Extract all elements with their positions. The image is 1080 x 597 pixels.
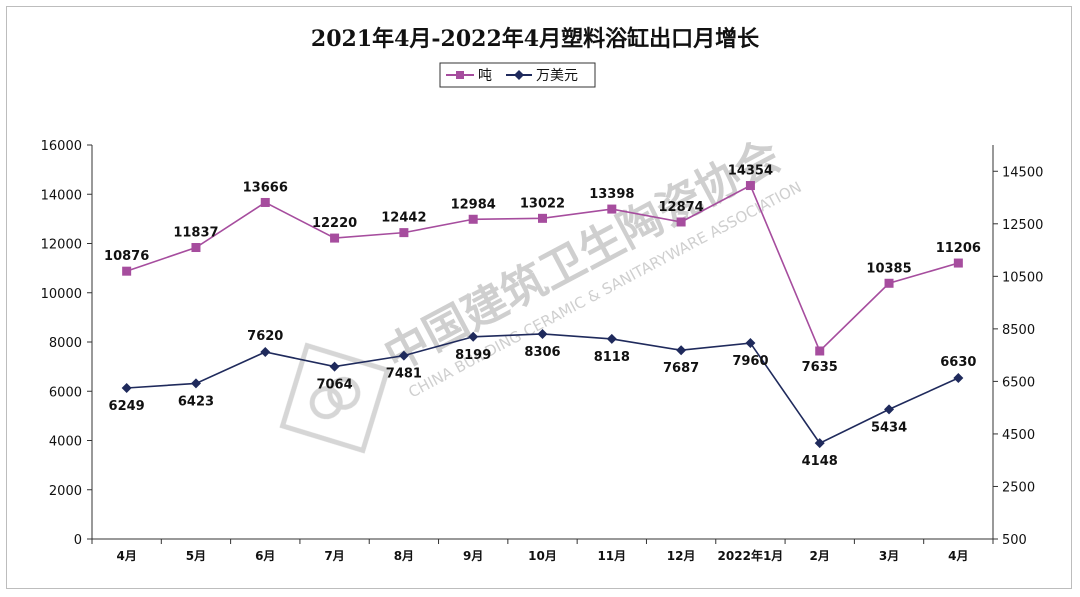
watermark: 中国建筑卫生陶瓷协会 CHINA BUILDING CERAMIC & SANI… [279,130,805,454]
chart-frame [6,6,1072,589]
data-label-usd: 7620 [247,329,283,344]
point-tons [122,266,132,276]
legend-marker-usd [514,70,524,80]
y-right-tick-label: 2500 [1002,480,1035,495]
point-usd [606,333,617,344]
watermark-logo-ring-right [327,376,361,410]
watermark-logo-ring-left [309,386,343,420]
point-tons [330,233,340,243]
point-tons [815,346,825,356]
data-label-usd: 7064 [316,378,352,393]
axes: 0 2000 4000 6000 8000 10000 12000 14000 16000 500… [41,139,1044,563]
point-tons [399,228,409,238]
data-label-tons: 14354 [728,164,773,179]
y-left-tick-label: 0 [74,533,82,548]
data-label-tons: 12220 [312,216,357,231]
chart-title: 2021年4月-2022年4月塑料浴缸出口月增长 [311,26,760,52]
data-label-tons: 12984 [451,197,496,212]
data-label-tons: 13398 [589,187,634,202]
point-tons [953,258,963,268]
series-layer [121,181,964,449]
y-left-tick-label: 12000 [41,238,82,253]
data-label-tons: 10876 [104,249,149,264]
x-tick-label: 12月 [667,549,696,563]
data-label-usd: 7481 [386,367,422,382]
point-usd [814,438,825,449]
y-left-tick-label: 10000 [41,287,82,302]
point-tons [884,278,894,288]
point-usd [468,331,479,342]
data-label-usd: 5434 [871,420,907,435]
data-label-tons: 13666 [243,180,288,195]
y-left-tick-label: 14000 [41,188,82,203]
x-tick-label: 4月 [116,549,136,563]
data-label-usd: 7687 [663,361,699,376]
x-tick-label: 9月 [463,549,483,563]
y-right-tick-label: 6500 [1002,375,1035,390]
point-usd [190,378,201,389]
x-tick-label: 6月 [255,549,275,563]
labels-layer: 10876 11837 13666 12220 12442 12984 13022 13398… [104,164,981,470]
y-right-tick-label: 12500 [1002,218,1043,233]
point-usd [329,361,340,372]
x-tick-label: 5月 [186,549,206,563]
watermark-logo-icon [279,342,391,454]
y-left-tick-label: 6000 [49,385,82,400]
y-left-tick-label: 16000 [41,139,82,154]
legend-marker-tons [456,71,464,79]
x-tick-label: 2022年1月 [718,548,784,563]
legend-label-usd: 万美元 [536,68,578,84]
point-usd [884,404,895,415]
point-usd [953,372,964,383]
x-tick-label: 3月 [879,549,899,563]
point-usd [260,346,271,357]
point-tons [468,214,478,224]
x-tick-label: 2月 [810,549,830,563]
x-tick-label: 8月 [394,549,414,563]
x-tick-label: 11月 [597,549,626,563]
point-tons [538,213,547,223]
point-tons [607,204,617,214]
watermark-cn: 中国建筑卫生陶瓷协会 [376,130,788,382]
data-label-tons: 12874 [658,200,703,215]
data-label-usd: 7960 [732,354,768,369]
y-left-tick-label: 8000 [49,336,82,351]
point-usd [745,338,756,349]
data-label-usd: 4148 [802,454,838,469]
point-tons [260,197,270,207]
data-label-usd: 6249 [109,399,145,414]
point-usd [537,328,548,339]
data-label-tons: 13022 [520,196,565,211]
y-right-tick-label: 500 [1002,533,1027,548]
x-tick-label: 7月 [324,549,344,563]
data-label-tons: 11837 [173,226,218,241]
y-left-tick-label: 2000 [49,484,82,499]
data-label-usd: 8306 [524,345,560,360]
x-tick-label: 10月 [528,549,557,563]
y-right-tick-label: 10500 [1002,270,1043,285]
data-label-tons: 12442 [381,211,426,226]
legend-label-tons: 吨 [478,68,492,84]
x-tick-label: 4月 [948,549,968,563]
data-label-usd: 6630 [940,355,976,370]
point-tons [745,181,755,191]
y-right-tick-label: 4500 [1002,428,1035,443]
data-label-usd: 8118 [594,350,630,365]
data-label-usd: 6423 [178,394,214,409]
data-label-tons: 11206 [936,241,981,256]
y-right-tick-label: 14500 [1002,165,1043,180]
legend: 吨 万美元 [439,62,596,88]
point-tons [191,243,201,253]
point-usd [398,350,409,361]
data-label-tons: 10385 [866,261,911,276]
data-label-usd: 8199 [455,348,491,363]
data-label-tons: 7635 [802,360,838,375]
y-left-tick-label: 4000 [49,435,82,450]
point-usd [676,345,687,356]
point-tons [676,217,686,227]
point-usd [121,382,132,393]
y-right-tick-label: 8500 [1002,323,1035,338]
